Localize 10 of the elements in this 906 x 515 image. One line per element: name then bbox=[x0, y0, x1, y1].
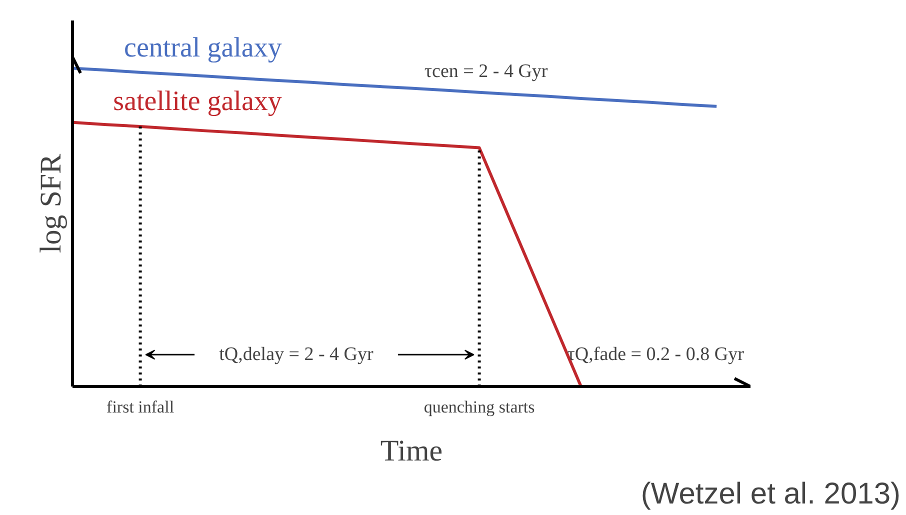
series-label: satellite galaxy bbox=[113, 86, 282, 117]
x-axis-title: Time bbox=[380, 434, 443, 468]
series-label: central galaxy bbox=[124, 32, 282, 64]
text: (Wetzel et al. 2013) bbox=[640, 478, 901, 510]
annotation: τQ,fade = 0.2 - 0.8 Gyr bbox=[567, 344, 745, 366]
y-axis-title: log SFR bbox=[34, 154, 68, 254]
annotation: τcen = 2 - 4 Gyr bbox=[424, 60, 548, 82]
x-tick-label: quenching starts bbox=[424, 398, 535, 416]
annotation: tQ,delay = 2 - 4 Gyr bbox=[219, 344, 374, 366]
x-tick-label: first infall bbox=[106, 398, 174, 416]
